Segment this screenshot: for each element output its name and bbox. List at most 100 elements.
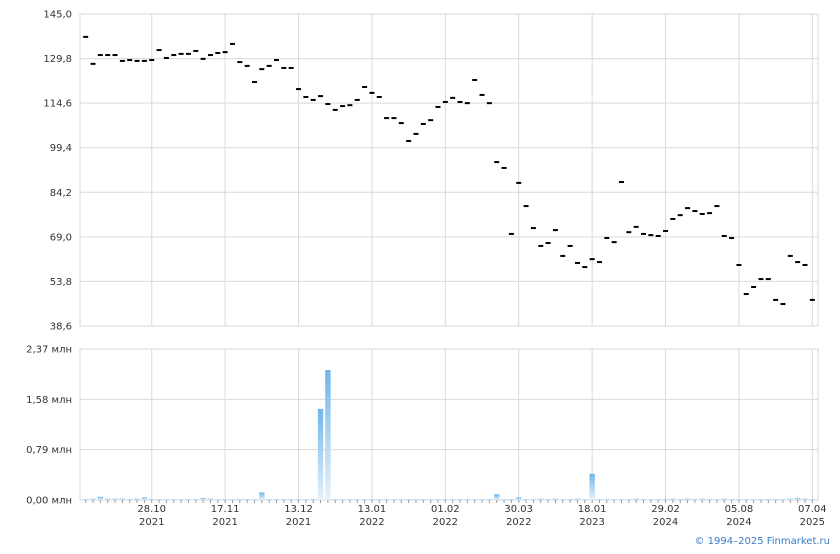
- price-mark: [538, 244, 544, 247]
- price-mark: [472, 78, 478, 81]
- price-mark: [303, 95, 309, 98]
- price-mark: [163, 56, 169, 59]
- volume-bar: [229, 499, 236, 501]
- volume-bar: [736, 499, 742, 501]
- volume-bar: [655, 499, 661, 501]
- volume-bar: [464, 499, 471, 501]
- volume-bar: [185, 499, 192, 501]
- y-tick-label: 145,0: [43, 10, 72, 21]
- price-mark: [318, 95, 324, 98]
- volume-bar: [574, 498, 581, 500]
- volume-bar: [471, 499, 478, 501]
- price-mark: [486, 102, 492, 105]
- price-mark: [773, 298, 779, 301]
- volume-bar: [516, 497, 522, 500]
- price-mark: [222, 51, 228, 54]
- price-mark: [105, 54, 111, 57]
- price-mark: [442, 100, 448, 103]
- y-tick-label: 0,00 млн: [26, 496, 72, 507]
- volume-bar: [141, 497, 148, 500]
- y-tick-label: 114,6: [43, 99, 72, 110]
- volume-bar: [171, 499, 177, 501]
- volume-bar: [193, 499, 199, 501]
- price-mark: [699, 212, 705, 215]
- y-tick-label: 0,79 млн: [26, 445, 72, 456]
- price-mark: [237, 61, 243, 64]
- volume-bar: [97, 496, 104, 500]
- price-mark: [127, 59, 133, 62]
- price-mark: [707, 212, 713, 215]
- price-mark: [347, 104, 353, 107]
- volume-bar: [457, 499, 463, 501]
- price-mark: [582, 266, 588, 269]
- price-mark: [406, 139, 412, 142]
- price-mark: [751, 286, 757, 288]
- price-mark: [420, 122, 426, 125]
- x-tick-label: 28.10 2021: [137, 504, 166, 528]
- volume-bar: [765, 499, 771, 501]
- volume-bar: [442, 499, 449, 501]
- volume-bar: [449, 499, 456, 501]
- x-tick-label: 13.12 2021: [284, 504, 313, 528]
- price-mark: [508, 232, 514, 235]
- volume-bar: [325, 370, 331, 500]
- volume-bar: [486, 499, 493, 501]
- price-mark: [464, 102, 470, 105]
- price-mark: [332, 108, 338, 111]
- price-mark: [90, 62, 96, 65]
- volume-bar: [90, 498, 96, 500]
- plot-frame: [79, 13, 819, 327]
- volume-bar: [251, 499, 258, 501]
- price-mark: [259, 68, 265, 71]
- price-mark: [178, 52, 184, 55]
- price-mark: [185, 52, 191, 55]
- price-mark: [391, 117, 397, 120]
- price-mark: [134, 59, 140, 62]
- volume-bar: [222, 499, 228, 501]
- price-mark: [714, 205, 720, 208]
- volume-bar: [552, 498, 559, 500]
- volume-bar: [215, 499, 221, 501]
- price-mark: [171, 54, 177, 57]
- x-tick-label: 07.04 2025: [798, 504, 827, 528]
- price-mark: [229, 42, 235, 45]
- volume-bar: [127, 499, 133, 501]
- plot-frame: [79, 348, 819, 501]
- y-tick-label: 1,58 млн: [26, 395, 72, 406]
- price-mark: [552, 229, 558, 232]
- volume-bar: [112, 498, 118, 500]
- price-mark: [677, 214, 683, 217]
- volume-bar: [714, 499, 720, 501]
- price-mark: [251, 81, 257, 84]
- x-tick-label: 30.03 2022: [504, 504, 533, 528]
- volume-bar: [721, 498, 727, 500]
- price-mark: [413, 132, 419, 135]
- price-mark: [670, 217, 676, 220]
- y-tick-label: 129,8: [43, 54, 72, 65]
- y-tick-label: 99,4: [50, 143, 72, 154]
- volume-bar: [750, 499, 757, 501]
- volume-bar: [303, 499, 309, 501]
- y-tick-label: 84,2: [50, 188, 72, 199]
- volume-bar: [758, 499, 764, 501]
- price-mark: [435, 105, 441, 108]
- price-mark: [193, 49, 199, 52]
- volume-bar: [699, 498, 705, 500]
- x-tick-label: 29.02 2024: [651, 504, 680, 528]
- volume-bar: [347, 499, 353, 501]
- volume-bar: [662, 499, 669, 501]
- volume-bar: [633, 498, 639, 500]
- volume-bar: [178, 499, 184, 501]
- price-mark: [141, 59, 147, 62]
- volume-bar: [802, 498, 808, 500]
- volume-bar: [567, 499, 573, 501]
- volume-bar: [604, 499, 610, 501]
- volume-bar: [494, 494, 500, 500]
- volume-bar: [435, 499, 441, 501]
- volume-bar: [134, 498, 140, 500]
- volume-bar: [383, 499, 390, 501]
- price-mark: [354, 98, 360, 101]
- volume-bar: [523, 499, 529, 501]
- price-mark: [795, 261, 801, 264]
